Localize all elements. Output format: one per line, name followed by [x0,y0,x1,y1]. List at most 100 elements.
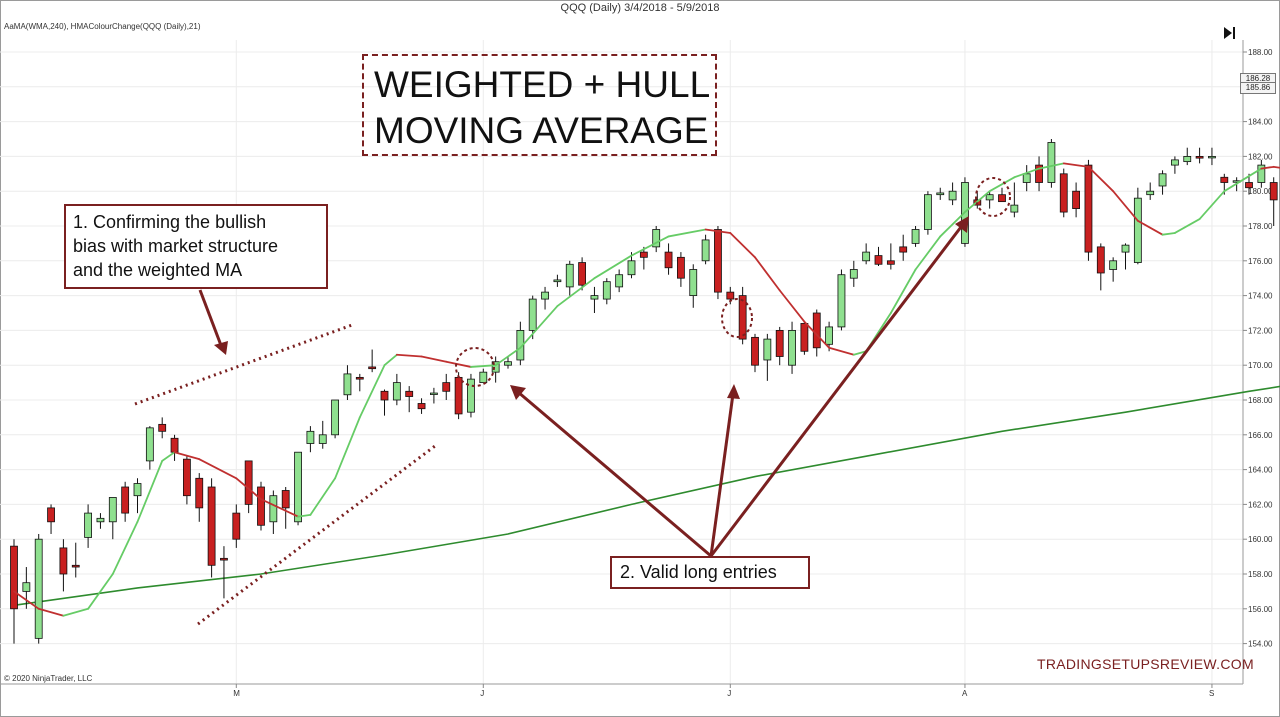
candle-body [874,255,883,265]
y-tick-label: 156.00 [1248,605,1273,614]
candle-body [1146,190,1155,196]
candle-body [924,194,932,230]
candle [874,246,883,267]
candle [195,473,204,522]
candle [1035,156,1043,192]
candle [121,481,130,522]
candle-body [1109,260,1118,270]
candle-body [71,564,80,568]
candle [1171,156,1179,174]
candle [911,226,920,247]
candle [862,243,871,265]
candle-body [541,291,549,300]
trendline-lower [197,444,436,626]
hull-segment [778,289,806,323]
candle [380,389,389,416]
candle [84,504,92,548]
hull-segment [914,235,942,271]
candle [800,321,809,355]
candle [207,478,216,578]
candle [763,333,772,381]
hull-segment [198,458,238,480]
hull-segment [1087,165,1115,193]
y-tick-label: 162.00 [1248,500,1273,509]
y-tick-label: 184.00 [1248,118,1273,127]
hull-segment [395,353,423,358]
hull-segment [828,346,855,356]
indicator-legend: AaMA(WMA,240), HMAColourChange(QQQ (Dail… [4,22,201,31]
candle [652,226,661,253]
candle-body [1010,204,1019,213]
candle [689,264,698,308]
candle [1133,187,1142,265]
scroll-to-end-button[interactable] [1220,25,1240,41]
entry-circle-1 [455,347,495,387]
hull-segment [1112,190,1139,222]
candle [664,243,673,275]
candle [1047,139,1056,188]
candle [1269,177,1278,226]
annotation-overlay [134,177,1011,626]
candle-body [652,229,661,248]
candle-body [1257,164,1266,183]
x-tick-label: M [233,689,240,698]
candle [368,349,377,373]
callout-long-entries: 2. Valid long entries [610,556,810,589]
candle-body [726,291,735,300]
candle [108,497,117,540]
hull-segment [1136,219,1164,236]
candle-body [22,582,31,592]
candle [775,326,784,366]
candle-body [788,329,796,366]
hull-segment [445,360,472,368]
trendline-upper [134,323,353,406]
y-tick-label: 160.00 [1248,535,1273,544]
candle [1109,257,1118,282]
hull-segment [111,520,139,575]
candle-body [306,430,315,444]
hull-segment [136,459,164,523]
entry-circle-3 [975,177,1011,217]
candle-body [182,458,191,497]
candle [639,246,648,270]
candle-body [380,390,389,401]
candle-body [602,281,611,300]
entry-circle-2 [721,298,753,338]
chart-title: QQQ (Daily) 3/4/2018 - 5/9/2018 [560,2,720,14]
candle-body [1059,173,1068,213]
candle-body [1269,182,1278,201]
candle-body [1183,155,1192,163]
candle-body [775,329,784,357]
hull-segment [494,346,522,367]
x-tick-label: J [480,689,484,698]
candle-body [145,427,154,462]
hull-segment [556,277,596,307]
candle [1072,182,1080,218]
hull-segment [1038,162,1065,170]
y-tick-label: 174.00 [1248,292,1273,301]
candle [392,373,401,406]
candle-body [442,382,451,392]
hull-segment [62,607,89,617]
candle-body [170,437,179,453]
candle [1059,168,1068,218]
candle-body [1096,246,1105,274]
candle [516,321,525,366]
candle [615,269,624,293]
candle-body [244,460,253,505]
candle-body [578,262,586,286]
candle-body [454,376,463,415]
candle [429,387,438,404]
hull-segment [470,364,497,368]
main-title-line1: WEIGHTED + HULL [374,64,711,105]
candle-body [1245,182,1253,189]
candle [47,504,55,534]
candle [467,373,475,418]
candle [34,533,43,644]
copyright: © 2020 NinjaTrader, LLC [4,674,93,683]
hull-segment [988,176,1016,193]
hull-segment [1223,167,1263,193]
candle-body [565,263,574,288]
candle [504,356,512,369]
candle-body [405,390,414,397]
